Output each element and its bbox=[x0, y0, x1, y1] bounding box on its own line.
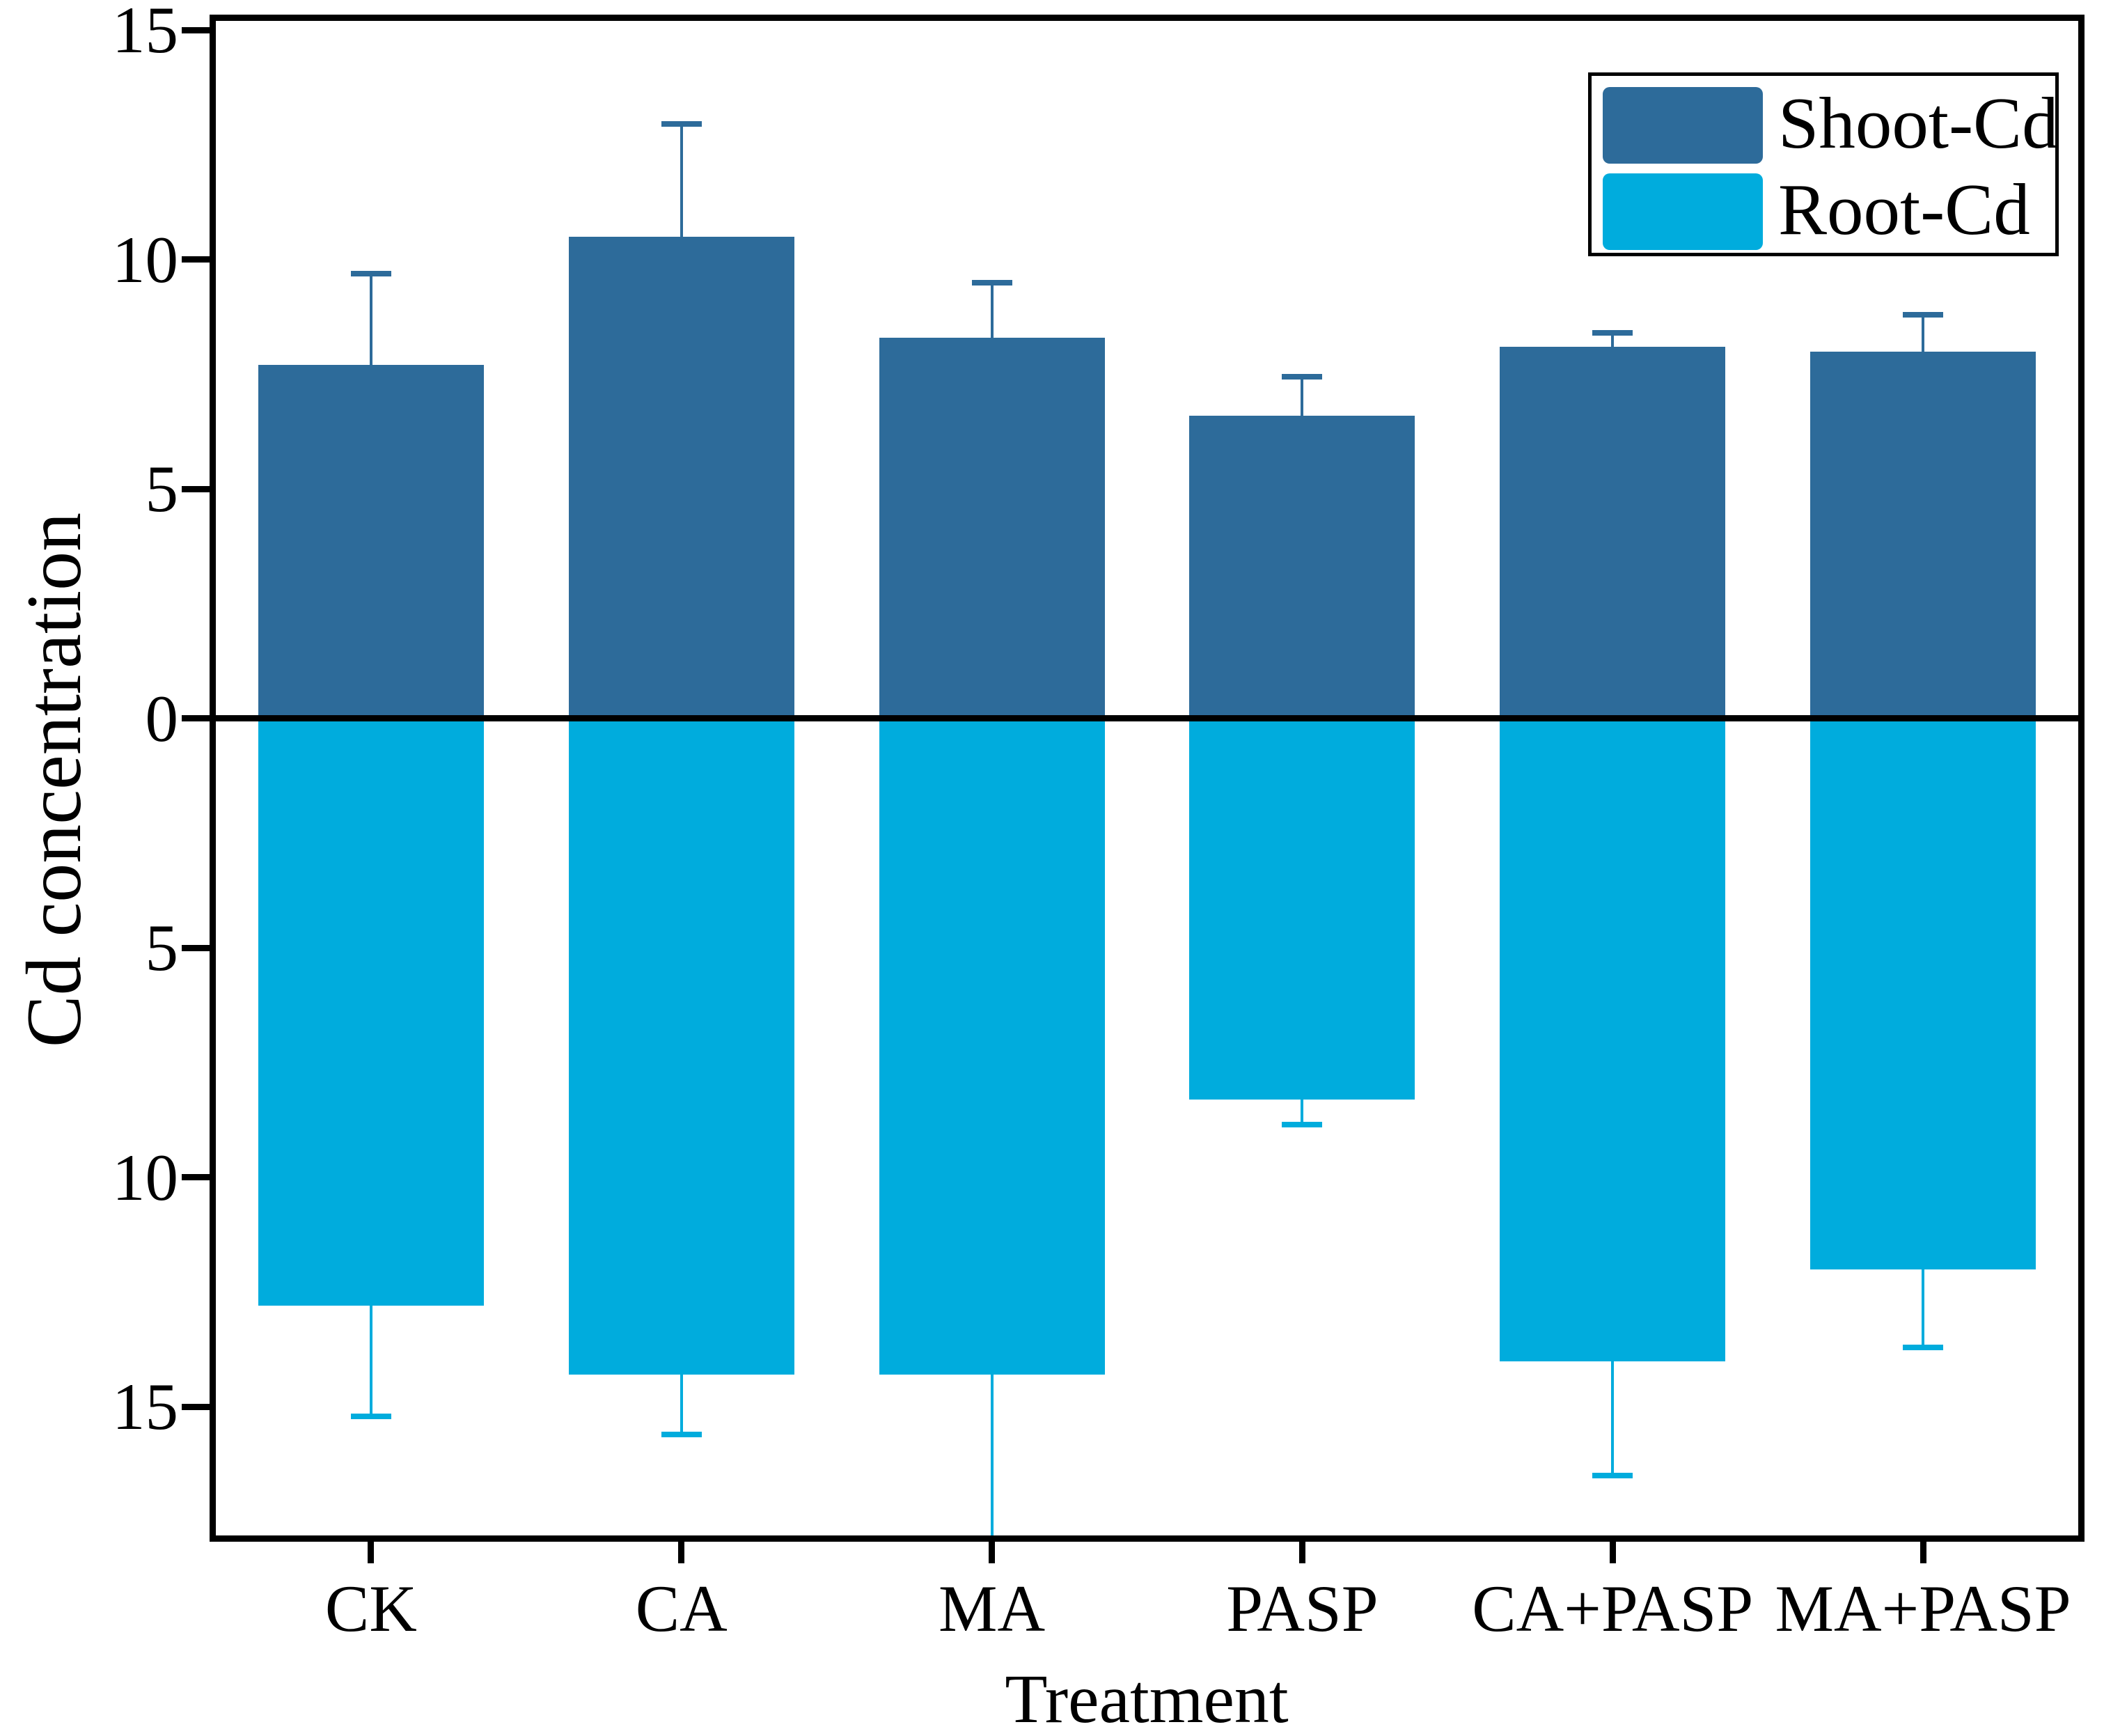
error-cap-root-ma-pasp bbox=[1903, 1344, 1944, 1350]
y-tick-label-0: 15 bbox=[112, 0, 178, 68]
x-tick-pasp bbox=[1298, 1535, 1305, 1563]
y-tick-5-2 bbox=[182, 485, 210, 492]
plot-frame-right bbox=[2078, 15, 2085, 1542]
y-tick-label-5: 10 bbox=[112, 1140, 178, 1214]
plot-frame-top bbox=[210, 15, 2085, 21]
legend-row-shoot: Shoot-Cd bbox=[1592, 83, 2059, 166]
y-tick-label-4: 5 bbox=[145, 911, 179, 985]
plot-frame-bottom bbox=[210, 1535, 2085, 1542]
y-tick-15-0 bbox=[182, 26, 210, 33]
legend-label-shoot-cd: Shoot-Cd bbox=[1778, 82, 2059, 164]
error-cap-root-ca bbox=[661, 1432, 702, 1437]
error-cap-root-ca-pasp bbox=[1592, 1473, 1633, 1479]
error-whisker-root-ma bbox=[990, 1375, 994, 1535]
zero-baseline bbox=[216, 715, 2078, 722]
y-tick-5-4 bbox=[182, 944, 210, 951]
legend-row-root: Root-Cd bbox=[1592, 169, 2055, 253]
y-tick-10-5 bbox=[182, 1174, 210, 1181]
error-whisker-root-ma-pasp bbox=[1922, 1269, 1925, 1347]
y-tick-label-3: 0 bbox=[145, 681, 179, 756]
legend-swatch-root-cd bbox=[1603, 173, 1763, 250]
error-cap-shoot-ca-pasp bbox=[1592, 330, 1633, 336]
x-tick-label-ma-pasp: MA+PASP bbox=[1775, 1572, 2071, 1645]
error-whisker-shoot-ca bbox=[680, 124, 683, 237]
x-tick-label-ck: CK bbox=[324, 1572, 417, 1645]
x-tick-label-ca: CA bbox=[635, 1572, 728, 1645]
x-tick-ck bbox=[368, 1535, 375, 1563]
error-whisker-root-pasp bbox=[1301, 1099, 1304, 1125]
x-tick-ca bbox=[678, 1535, 685, 1563]
error-whisker-shoot-ma-pasp bbox=[1922, 314, 1925, 352]
legend: Shoot-Cd Root-Cd bbox=[1588, 72, 2059, 256]
error-whisker-shoot-pasp bbox=[1301, 376, 1304, 416]
error-cap-shoot-ma-pasp bbox=[1903, 311, 1944, 318]
y-tick-label-6: 15 bbox=[112, 1370, 178, 1444]
legend-label-root-cd: Root-Cd bbox=[1778, 169, 2030, 250]
bar-root-ma-pasp bbox=[1810, 718, 2036, 1269]
x-axis-title: Treatment bbox=[1005, 1660, 1289, 1736]
bar-root-pasp bbox=[1189, 718, 1415, 1100]
error-whisker-root-ca-pasp bbox=[1611, 1361, 1615, 1476]
x-tick-label-pasp: PASP bbox=[1226, 1572, 1379, 1645]
error-whisker-root-ca bbox=[680, 1375, 683, 1434]
x-tick-ca-pasp bbox=[1609, 1535, 1616, 1563]
error-cap-root-pasp bbox=[1282, 1122, 1323, 1128]
error-cap-shoot-pasp bbox=[1282, 373, 1323, 380]
error-whisker-shoot-ma bbox=[990, 282, 994, 338]
bar-root-ma bbox=[879, 718, 1105, 1375]
x-tick-ma bbox=[989, 1535, 996, 1563]
error-whisker-shoot-ck bbox=[369, 273, 372, 366]
x-tick-label-ma: MA bbox=[939, 1572, 1046, 1645]
plot-frame-left bbox=[210, 15, 216, 1542]
bar-shoot-ma bbox=[879, 337, 1105, 719]
y-tick-label-2: 5 bbox=[145, 452, 179, 526]
x-tick-ma-pasp bbox=[1919, 1535, 1926, 1563]
error-whisker-shoot-ca-pasp bbox=[1611, 333, 1615, 347]
error-cap-root-ck bbox=[350, 1413, 391, 1419]
bar-root-ck bbox=[258, 718, 484, 1306]
plot-area bbox=[216, 21, 2078, 1535]
y-tick-10-1 bbox=[182, 256, 210, 263]
bar-shoot-pasp bbox=[1189, 415, 1415, 719]
bar-root-ca-pasp bbox=[1500, 718, 1726, 1361]
y-tick-label-1: 10 bbox=[112, 222, 178, 297]
error-cap-shoot-ca bbox=[661, 121, 702, 127]
y-tick-0-3 bbox=[182, 715, 210, 722]
x-tick-label-ca-pasp: CA+PASP bbox=[1472, 1572, 1754, 1645]
legend-swatch-shoot-cd bbox=[1603, 87, 1763, 164]
bar-shoot-ca bbox=[568, 236, 794, 719]
bar-shoot-ck bbox=[258, 365, 484, 719]
bar-shoot-ca-pasp bbox=[1500, 346, 1726, 719]
bar-root-ca bbox=[568, 718, 794, 1375]
error-cap-shoot-ck bbox=[350, 270, 391, 276]
error-cap-shoot-ma bbox=[971, 279, 1012, 286]
bar-shoot-ma-pasp bbox=[1810, 351, 2036, 719]
error-whisker-root-ck bbox=[369, 1306, 372, 1416]
y-tick-15-6 bbox=[182, 1403, 210, 1410]
